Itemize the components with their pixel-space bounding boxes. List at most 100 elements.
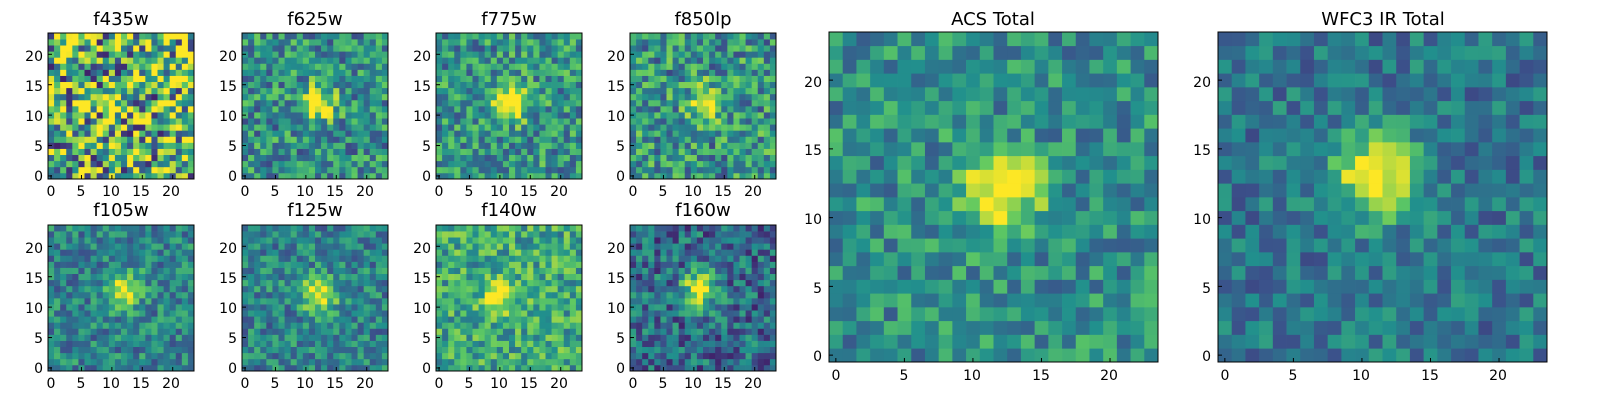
heatmap-cell: [551, 298, 559, 305]
panel-f105w: f105w 0 5 10 15 20 0 5 10 15 20: [25, 200, 195, 392]
heatmap-cell: [696, 118, 704, 125]
heatmap-cell: [302, 130, 310, 137]
heatmap-cell: [133, 75, 140, 83]
heatmap-cell: [533, 346, 540, 354]
heatmap-cell: [703, 231, 710, 238]
heatmap-cell: [114, 172, 122, 180]
heatmap-cell: [302, 273, 310, 281]
heatmap-cell: [745, 57, 753, 64]
heatmap-cell: [539, 243, 546, 250]
heatmap-cell: [527, 51, 534, 58]
heatmap-cell: [911, 320, 926, 335]
axes-frame: [435, 224, 583, 372]
heatmap-cell: [296, 328, 304, 335]
heatmap-cell: [575, 279, 583, 287]
heatmap-cell: [545, 273, 552, 281]
heatmap-cell: [187, 69, 195, 76]
heatmap-cell: [569, 364, 577, 372]
heatmap-cell: [727, 298, 734, 305]
heatmap-cell: [302, 154, 310, 162]
heatmap-cell: [151, 154, 158, 162]
heatmap-cell: [539, 261, 546, 268]
heatmap-cell: [339, 75, 346, 83]
heatmap-cell: [557, 358, 565, 366]
heatmap-cell: [757, 160, 765, 168]
heatmap-cell: [84, 148, 91, 156]
heatmap-cell: [751, 45, 759, 52]
heatmap-cell: [296, 346, 304, 354]
heatmap-cells: [48, 225, 195, 372]
heatmap-cell: [96, 154, 104, 162]
heatmap-cell: [96, 106, 104, 113]
heatmap-cell: [108, 51, 116, 58]
heatmap-cell: [145, 51, 152, 58]
heatmap-cell: [187, 225, 195, 232]
heatmap-cell: [1007, 252, 1022, 267]
heatmap-cell: [254, 124, 261, 131]
heatmap-cell: [769, 334, 777, 341]
heatmap-cell: [163, 291, 171, 299]
heatmap-cell: [260, 118, 267, 125]
heatmap-cell: [478, 285, 486, 293]
heatmap-cell: [709, 298, 716, 305]
heatmap-cell: [369, 106, 377, 113]
heatmap-cell: [357, 124, 365, 131]
heatmap-cell: [460, 279, 467, 287]
heatmap-cell: [260, 57, 267, 64]
heatmap-cell: [169, 106, 177, 113]
heatmap-cell: [660, 298, 667, 305]
heatmap-cell: [678, 352, 686, 360]
heatmap-cell: [484, 172, 492, 180]
heatmap-cell: [448, 316, 455, 323]
heatmap-cell: [339, 45, 346, 52]
heatmap-cell: [472, 63, 479, 70]
heatmap-cell: [242, 93, 249, 101]
heatmap-cell: [272, 243, 279, 250]
heatmap-cell: [496, 340, 504, 348]
heatmap-cell: [169, 142, 177, 149]
heatmap-cell: [181, 334, 189, 341]
heatmap-cell: [357, 231, 365, 238]
heatmap-cell: [448, 63, 455, 70]
heatmap-cell: [715, 340, 722, 348]
heatmap-cell: [260, 255, 267, 262]
heatmap-cell: [769, 255, 777, 262]
heatmap-cell: [672, 285, 680, 293]
heatmap-cell: [545, 279, 552, 287]
heatmap-cell: [163, 340, 171, 348]
heatmap-cell: [829, 252, 844, 267]
heatmap-cell: [739, 81, 746, 89]
heatmap-cell: [266, 45, 273, 52]
x-tick-label: 0: [47, 376, 56, 392]
heatmap-cell: [327, 69, 334, 76]
heatmap-cell: [678, 358, 686, 366]
heatmap-cell: [666, 75, 673, 83]
heatmap-cell: [175, 130, 183, 137]
heatmap-cell: [436, 136, 443, 143]
heatmap-cell: [678, 33, 686, 40]
heatmap-cell: [460, 249, 467, 256]
heatmap-cell: [545, 57, 552, 64]
heatmap-cell: [357, 63, 365, 70]
heatmap-cell: [375, 69, 383, 76]
heatmap-cell: [308, 160, 316, 168]
heatmap-cell: [763, 57, 771, 64]
heatmap-cell: [472, 304, 479, 311]
heatmap-cell: [60, 267, 67, 275]
heatmap-cell: [993, 320, 1008, 335]
heatmap-cell: [169, 243, 177, 250]
heatmap-cell: [575, 261, 583, 268]
heatmap-cell: [703, 39, 710, 46]
heatmap-cell: [527, 69, 534, 76]
heatmap-cell: [1007, 320, 1022, 335]
heatmap-cell: [684, 136, 692, 143]
heatmap-cell: [454, 249, 461, 256]
heatmap-cell: [254, 51, 261, 58]
heatmap-cell: [757, 346, 765, 354]
heatmap-cell: [684, 231, 692, 238]
heatmap-cell: [448, 112, 455, 119]
heatmap-cell: [496, 316, 504, 323]
heatmap-cell: [545, 243, 552, 250]
heatmap-cell: [363, 112, 371, 119]
heatmap-cell: [551, 148, 559, 156]
